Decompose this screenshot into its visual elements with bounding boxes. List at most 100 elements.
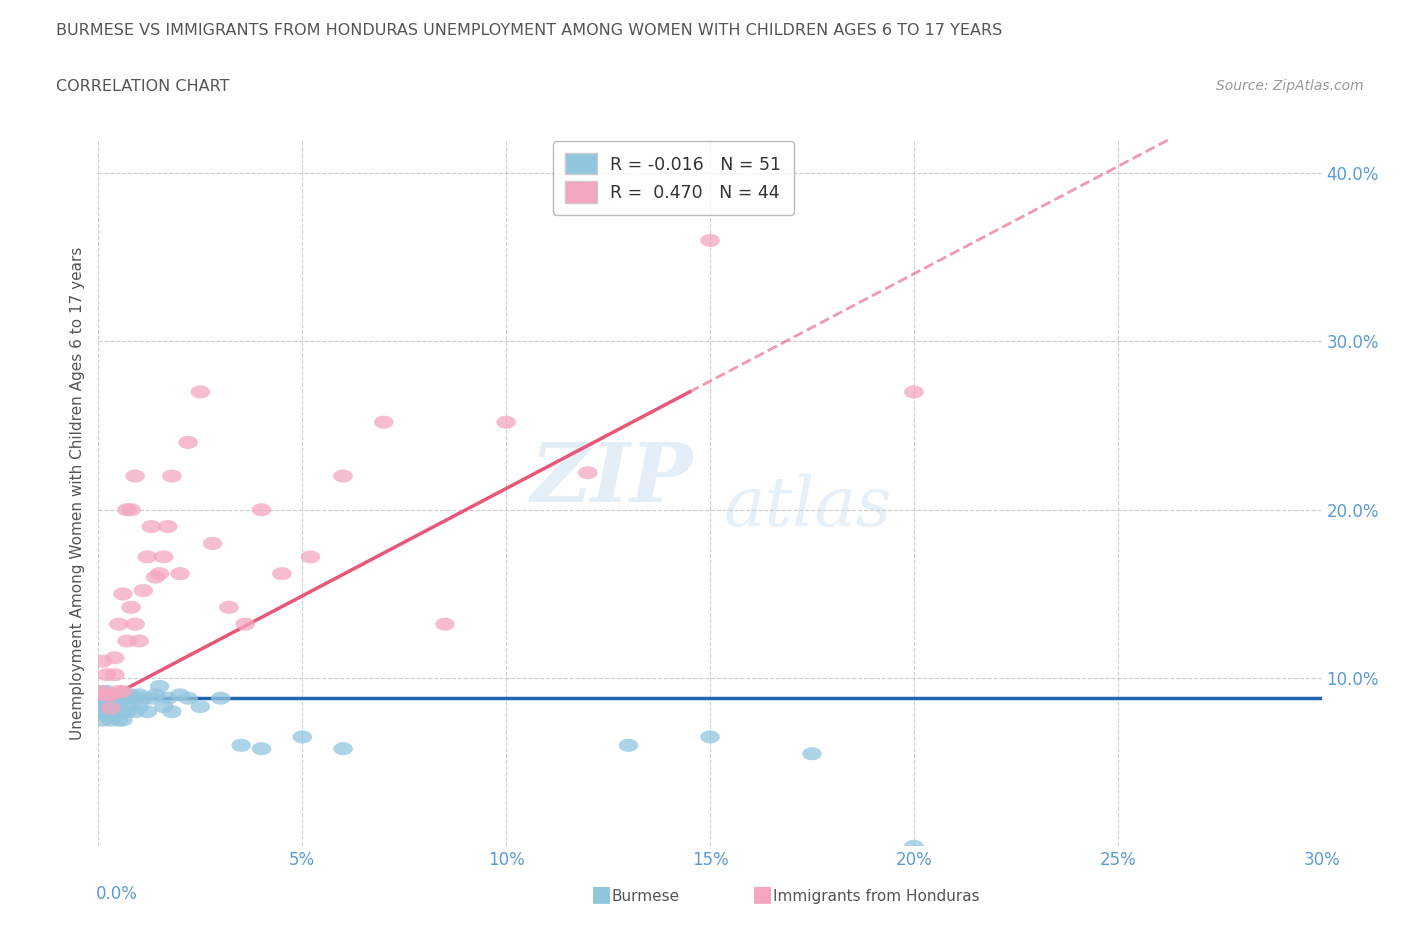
Text: Source: ZipAtlas.com: Source: ZipAtlas.com: [1216, 79, 1364, 93]
Point: [91, 684, 114, 699]
Point: [373, 415, 395, 430]
Text: ■: ■: [591, 884, 612, 904]
Point: [156, 519, 179, 534]
Point: [91, 712, 114, 727]
Point: [120, 600, 142, 615]
Point: [132, 583, 155, 598]
Point: [233, 617, 256, 631]
Point: [111, 712, 134, 727]
Point: [111, 684, 134, 699]
Point: [188, 384, 212, 399]
Point: [87, 696, 110, 711]
Text: ■: ■: [752, 884, 773, 904]
Point: [149, 679, 172, 694]
Point: [96, 691, 118, 706]
Point: [115, 691, 138, 706]
Point: [152, 699, 174, 714]
Text: BURMESE VS IMMIGRANTS FROM HONDURAS UNEMPLOYMENT AMONG WOMEN WITH CHILDREN AGES : BURMESE VS IMMIGRANTS FROM HONDURAS UNEM…: [56, 23, 1002, 38]
Point: [201, 536, 224, 551]
Point: [128, 633, 150, 648]
Point: [332, 741, 354, 756]
Point: [576, 465, 599, 480]
Point: [156, 691, 179, 706]
Point: [231, 737, 253, 752]
Point: [177, 435, 200, 450]
Point: [128, 699, 150, 714]
Point: [209, 691, 232, 706]
Point: [145, 687, 167, 702]
Point: [104, 667, 127, 682]
Point: [124, 617, 146, 631]
Point: [111, 587, 134, 602]
Point: [115, 704, 138, 719]
Text: ZIP: ZIP: [531, 439, 693, 519]
Point: [115, 633, 138, 648]
Point: [100, 699, 122, 714]
Point: [132, 691, 155, 706]
Point: [120, 699, 142, 714]
Point: [177, 691, 200, 706]
Point: [299, 550, 322, 565]
Point: [96, 684, 118, 699]
Point: [124, 469, 146, 484]
Point: [169, 566, 191, 581]
Point: [104, 687, 127, 702]
Point: [617, 737, 640, 752]
Text: 0.0%: 0.0%: [96, 885, 138, 903]
Point: [115, 502, 138, 517]
Point: [291, 729, 314, 744]
Point: [128, 687, 150, 702]
Point: [100, 704, 122, 719]
Point: [188, 699, 212, 714]
Point: [136, 550, 159, 565]
Point: [111, 687, 134, 702]
Point: [100, 687, 122, 702]
Point: [270, 566, 294, 581]
Point: [801, 746, 824, 761]
Point: [87, 687, 110, 702]
Point: [104, 696, 127, 711]
Point: [96, 708, 118, 723]
Point: [434, 617, 457, 631]
Legend: R = -0.016   N = 51, R =  0.470   N = 44: R = -0.016 N = 51, R = 0.470 N = 44: [553, 141, 793, 215]
Point: [169, 687, 191, 702]
Point: [111, 704, 134, 719]
Point: [96, 667, 118, 682]
Text: Burmese: Burmese: [612, 889, 679, 904]
Point: [149, 566, 172, 581]
Point: [141, 519, 163, 534]
Point: [100, 687, 122, 702]
Point: [104, 650, 127, 665]
Point: [699, 233, 721, 248]
Point: [124, 704, 146, 719]
Point: [903, 839, 925, 854]
Point: [108, 617, 131, 631]
Text: CORRELATION CHART: CORRELATION CHART: [56, 79, 229, 94]
Point: [218, 600, 240, 615]
Point: [108, 691, 131, 706]
Point: [108, 699, 131, 714]
Point: [152, 550, 174, 565]
Point: [332, 469, 354, 484]
Point: [160, 469, 183, 484]
Point: [120, 502, 142, 517]
Point: [136, 704, 159, 719]
Point: [250, 502, 273, 517]
Point: [250, 741, 273, 756]
Point: [699, 729, 721, 744]
Point: [120, 687, 142, 702]
Point: [96, 687, 118, 702]
Point: [87, 687, 110, 702]
Point: [145, 569, 167, 584]
Point: [495, 415, 517, 430]
Point: [903, 384, 925, 399]
Point: [124, 691, 146, 706]
Point: [91, 704, 114, 719]
Point: [91, 654, 114, 669]
Y-axis label: Unemployment Among Women with Children Ages 6 to 17 years: Unemployment Among Women with Children A…: [70, 246, 86, 739]
Point: [108, 684, 131, 699]
Point: [96, 699, 118, 714]
Point: [104, 708, 127, 723]
Point: [100, 701, 122, 716]
Point: [108, 712, 131, 727]
